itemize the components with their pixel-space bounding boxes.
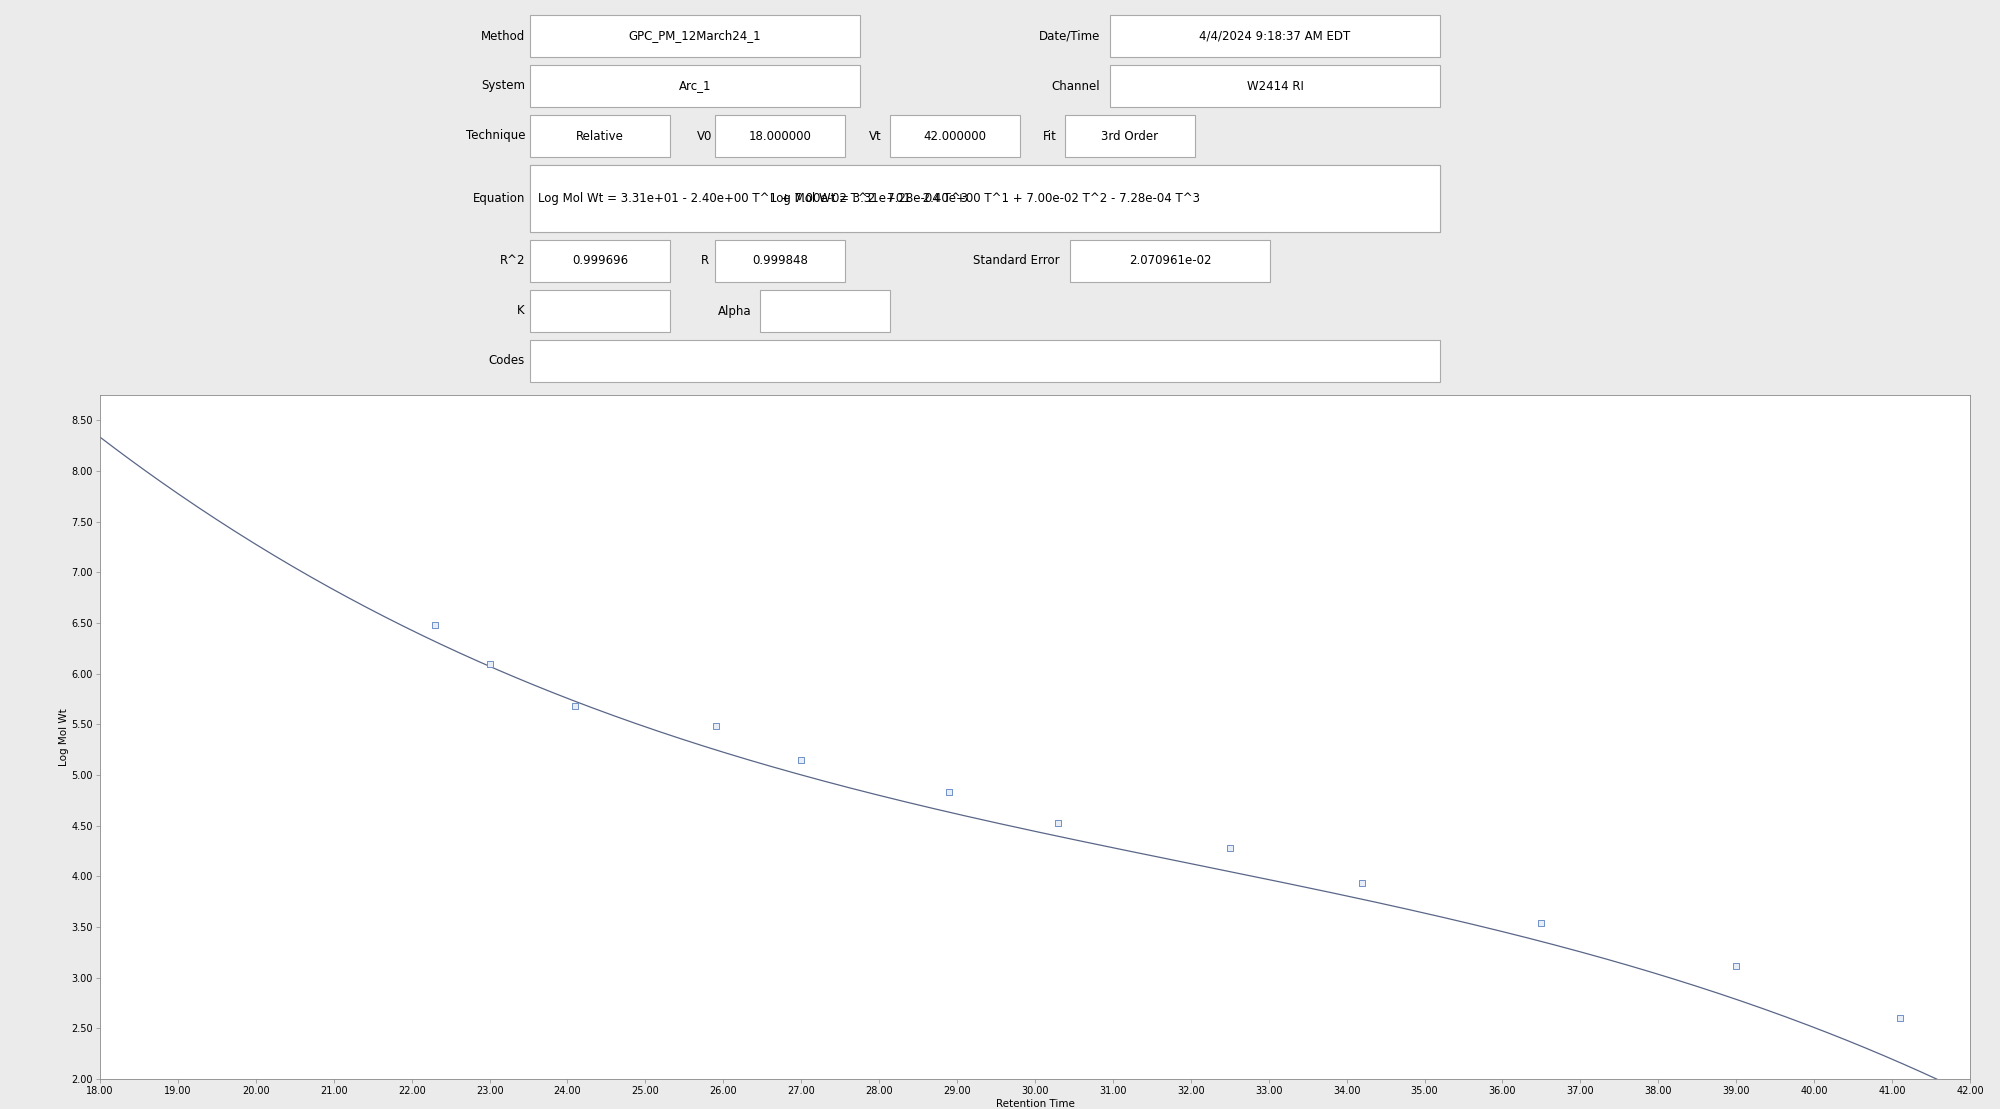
FancyBboxPatch shape	[530, 65, 860, 106]
Text: Relative: Relative	[576, 130, 624, 142]
FancyBboxPatch shape	[1110, 65, 1440, 106]
Text: K: K	[518, 305, 524, 317]
FancyBboxPatch shape	[716, 115, 844, 157]
Y-axis label: Log Mol Wt: Log Mol Wt	[58, 709, 68, 766]
FancyBboxPatch shape	[1070, 240, 1270, 282]
Text: GPC_PM_12March24_1: GPC_PM_12March24_1	[628, 30, 762, 42]
Point	[1346, 875, 1378, 893]
Text: 18.000000: 18.000000	[748, 130, 812, 142]
FancyBboxPatch shape	[530, 240, 670, 282]
Text: Alpha: Alpha	[718, 305, 752, 317]
Text: Log Mol Wt = 3.31e+01 - 2.40e+00 T^1 + 7.00e-02 T^2 - 7.28e-04 T^3: Log Mol Wt = 3.31e+01 - 2.40e+00 T^1 + 7…	[538, 192, 968, 205]
Text: Vt: Vt	[868, 130, 882, 142]
Text: System: System	[480, 80, 524, 92]
Point	[700, 718, 732, 735]
Text: 3rd Order: 3rd Order	[1102, 130, 1158, 142]
Point	[420, 617, 452, 634]
Point	[786, 751, 818, 769]
Text: Standard Error: Standard Error	[974, 254, 1060, 267]
Text: 0.999696: 0.999696	[572, 254, 628, 267]
FancyBboxPatch shape	[530, 340, 1440, 381]
FancyBboxPatch shape	[1110, 16, 1440, 57]
Text: 2.070961e-02: 2.070961e-02	[1128, 254, 1212, 267]
FancyBboxPatch shape	[716, 240, 844, 282]
FancyBboxPatch shape	[530, 115, 670, 157]
Text: Fit: Fit	[1044, 130, 1056, 142]
FancyBboxPatch shape	[530, 289, 670, 332]
FancyBboxPatch shape	[1064, 115, 1196, 157]
Text: 42.000000: 42.000000	[924, 130, 986, 142]
Point	[1042, 814, 1074, 832]
Point	[1720, 957, 1752, 975]
Text: Log Mol Wt = 3.31e+01 - 2.40e+00 T^1 + 7.00e-02 T^2 - 7.28e-04 T^3: Log Mol Wt = 3.31e+01 - 2.40e+00 T^1 + 7…	[770, 192, 1200, 205]
Text: Technique: Technique	[466, 130, 524, 142]
Text: 4/4/2024 9:18:37 AM EDT: 4/4/2024 9:18:37 AM EDT	[1200, 30, 1350, 42]
FancyBboxPatch shape	[890, 115, 1020, 157]
FancyBboxPatch shape	[760, 289, 890, 332]
Point	[934, 783, 966, 801]
FancyBboxPatch shape	[530, 165, 1440, 232]
Text: Channel: Channel	[1052, 80, 1100, 92]
Text: 0.999848: 0.999848	[752, 254, 808, 267]
Text: R: R	[700, 254, 710, 267]
Text: Date/Time: Date/Time	[1038, 30, 1100, 42]
Point	[1214, 840, 1246, 857]
Point	[474, 654, 506, 672]
Text: Codes: Codes	[488, 355, 524, 367]
X-axis label: Retention Time: Retention Time	[996, 1099, 1074, 1109]
Text: Method: Method	[480, 30, 524, 42]
Text: V0: V0	[698, 130, 712, 142]
Text: Arc_1: Arc_1	[678, 80, 712, 92]
Text: W2414 RI: W2414 RI	[1246, 80, 1304, 92]
Text: Equation: Equation	[472, 192, 524, 205]
Point	[560, 698, 592, 715]
Point	[1884, 1009, 1916, 1027]
Text: R^2: R^2	[500, 254, 524, 267]
FancyBboxPatch shape	[530, 165, 1440, 232]
Point	[1526, 914, 1558, 932]
FancyBboxPatch shape	[530, 16, 860, 57]
